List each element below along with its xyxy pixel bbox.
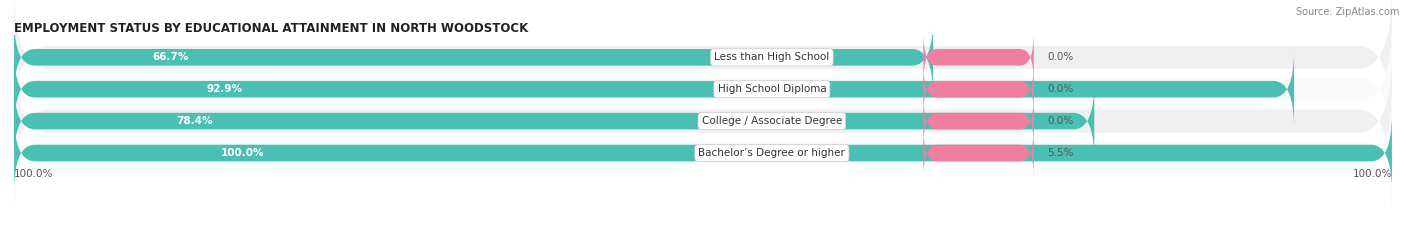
Text: 100.0%: 100.0%: [1353, 169, 1392, 179]
Text: 78.4%: 78.4%: [176, 116, 212, 126]
Text: Source: ZipAtlas.com: Source: ZipAtlas.com: [1295, 7, 1399, 17]
Text: College / Associate Degree: College / Associate Degree: [702, 116, 842, 126]
Text: 5.5%: 5.5%: [1047, 148, 1074, 158]
FancyBboxPatch shape: [14, 53, 1392, 189]
FancyBboxPatch shape: [14, 82, 1094, 161]
FancyBboxPatch shape: [14, 85, 1392, 221]
Text: High School Diploma: High School Diploma: [717, 84, 827, 94]
Text: 66.7%: 66.7%: [152, 52, 188, 62]
Text: 0.0%: 0.0%: [1047, 116, 1074, 126]
Text: Less than High School: Less than High School: [714, 52, 830, 62]
Text: EMPLOYMENT STATUS BY EDUCATIONAL ATTAINMENT IN NORTH WOODSTOCK: EMPLOYMENT STATUS BY EDUCATIONAL ATTAINM…: [14, 22, 529, 35]
FancyBboxPatch shape: [14, 113, 1392, 193]
FancyBboxPatch shape: [924, 97, 1033, 145]
FancyBboxPatch shape: [14, 18, 934, 97]
FancyBboxPatch shape: [14, 50, 1294, 129]
FancyBboxPatch shape: [924, 34, 1033, 81]
FancyBboxPatch shape: [924, 65, 1033, 113]
FancyBboxPatch shape: [14, 21, 1392, 158]
FancyBboxPatch shape: [14, 0, 1392, 126]
Text: 100.0%: 100.0%: [14, 169, 53, 179]
FancyBboxPatch shape: [924, 129, 1033, 177]
Text: Bachelor’s Degree or higher: Bachelor’s Degree or higher: [699, 148, 845, 158]
Text: 92.9%: 92.9%: [207, 84, 242, 94]
Text: 0.0%: 0.0%: [1047, 84, 1074, 94]
Text: 0.0%: 0.0%: [1047, 52, 1074, 62]
Text: 100.0%: 100.0%: [221, 148, 264, 158]
